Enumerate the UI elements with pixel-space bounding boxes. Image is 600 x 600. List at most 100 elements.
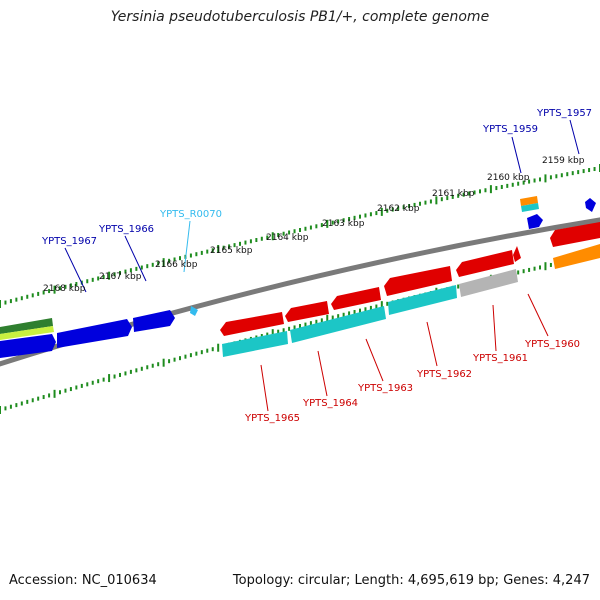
outer-tick-88: [479, 189, 481, 194]
inner-tick-0: [0, 406, 1, 414]
outer-tick-106: [577, 170, 580, 175]
outer-tick-79: [429, 199, 432, 204]
outer-tick-24: [129, 268, 132, 273]
outer-tick-86: [468, 191, 471, 196]
outer-tick-66: [359, 214, 361, 219]
gene-label-ypts-1957[interactable]: YPTS_1957: [536, 108, 592, 119]
gene-label-ypts-1963[interactable]: YPTS_1963: [357, 383, 413, 394]
inner-tick-3: [15, 403, 18, 408]
inner-tick-26: [140, 366, 143, 371]
inner-tick-25: [135, 368, 138, 373]
outer-tick-33: [179, 256, 181, 261]
gene-label-ypts-1967[interactable]: YPTS_1967: [41, 236, 97, 247]
outer-tick-101: [549, 175, 552, 180]
outer-tick-35: [189, 253, 192, 258]
inner-tick-49: [266, 332, 269, 337]
inner-tick-20: [108, 374, 111, 383]
inner-tick-37: [200, 350, 203, 355]
outer-tick-48: [260, 236, 263, 241]
outer-tick-94: [511, 182, 514, 187]
outer-tick-19: [102, 275, 105, 280]
scale-label-2162: 2162 kbp: [377, 204, 420, 214]
inner-tick-39: [211, 347, 214, 352]
outer-tick-43: [233, 243, 236, 248]
inner-tick-65: [353, 310, 356, 315]
outer-tick-83: [451, 194, 454, 199]
leader-ypts-1962: [426, 321, 438, 367]
gene-label-ypts-1959[interactable]: YPTS_1959: [482, 124, 538, 135]
inner-tick-34: [184, 354, 187, 359]
inner-tick-18: [97, 379, 100, 384]
scale-label-2167: 2167 kbp: [99, 272, 142, 282]
inner-tick-13: [69, 387, 72, 392]
gene-label-ypts-r0070[interactable]: YPTS_R0070: [159, 209, 222, 220]
gene-left-dark: [0, 318, 53, 334]
gene-ypts-1960-c: [553, 244, 600, 269]
scale-label-2165: 2165 kbp: [210, 246, 253, 256]
gene-ypts-1959-c: [527, 214, 543, 229]
outer-tick-84: [457, 193, 460, 198]
cds-ypts-1964: [290, 306, 386, 343]
gene-ypts-r0070: [190, 306, 198, 316]
outer-tick-61: [331, 220, 334, 225]
inner-tick-9: [48, 393, 51, 398]
outer-tick-32: [173, 257, 176, 262]
outer-tick-85: [462, 192, 465, 197]
leader-ypts-1967: [64, 247, 87, 293]
gene-label-ypts-1966[interactable]: YPTS_1966: [98, 224, 154, 235]
inner-tick-58: [315, 319, 318, 324]
outer-tick-77: [419, 201, 421, 206]
inner-tick-24: [129, 369, 132, 374]
gene-ypts-1957: [585, 198, 596, 212]
gene-ypts-1965: [220, 312, 284, 336]
gene-ypts-1964b: [331, 287, 381, 310]
gene-ypts-1964: [285, 301, 329, 322]
gene-label-ypts-1962[interactable]: YPTS_1962: [416, 369, 472, 380]
outer-tick-22: [119, 270, 121, 275]
outer-tick-49: [266, 235, 269, 240]
inner-tick-66: [359, 308, 361, 313]
gene-ypts-1961: [456, 250, 514, 277]
outer-tick-69: [375, 211, 378, 216]
outer-tick-39: [211, 248, 214, 253]
outer-tick-109: [593, 167, 596, 172]
outer-tick-100: [544, 174, 547, 183]
inner-tick-100: [544, 262, 547, 271]
outer-tick-78: [424, 200, 427, 205]
scale-label-2164: 2164 kbp: [266, 233, 309, 243]
outer-tick-60: [326, 219, 329, 228]
inner-tick-40: [217, 343, 220, 352]
outer-tick-9: [48, 289, 51, 294]
outer-tick-46: [249, 239, 252, 244]
gene-ypts-1959-a: [520, 196, 538, 206]
inner-tick-15: [80, 383, 83, 388]
inner-tick-61: [331, 315, 334, 320]
inner-tick-52: [282, 328, 285, 333]
leader-ypts-1961: [492, 304, 497, 352]
outer-tick-8: [42, 290, 45, 295]
inner-tick-53: [288, 326, 291, 331]
outer-tick-51: [277, 232, 280, 237]
inner-tick-48: [260, 334, 263, 339]
inner-tick-12: [64, 388, 67, 393]
outer-tick-57: [309, 225, 312, 230]
gene-label-ypts-1960[interactable]: YPTS_1960: [524, 339, 580, 350]
inner-tick-27: [146, 365, 149, 370]
inner-tick-10: [53, 389, 56, 398]
outer-tick-29: [157, 261, 160, 266]
outer-tick-71: [386, 208, 389, 213]
gene-label-ypts-1961[interactable]: YPTS_1961: [472, 353, 528, 364]
outer-tick-81: [440, 197, 443, 202]
gene-label-ypts-1965[interactable]: YPTS_1965: [244, 413, 300, 424]
outer-tick-53: [288, 230, 291, 235]
gene-label-ypts-1964[interactable]: YPTS_1964: [302, 398, 358, 409]
map-title: Yersinia pseudotuberculosis PB1/+, compl…: [110, 9, 490, 25]
inner-tick-22: [119, 372, 121, 377]
inner-tick-38: [206, 348, 209, 353]
outer-tick-42: [228, 244, 231, 249]
inner-tick-96: [522, 269, 525, 274]
leader-ypts-1959: [511, 136, 522, 174]
inner-tick-64: [348, 311, 351, 316]
gene-ypts-1960-b: [550, 222, 600, 247]
inner-tick-59: [320, 318, 323, 323]
